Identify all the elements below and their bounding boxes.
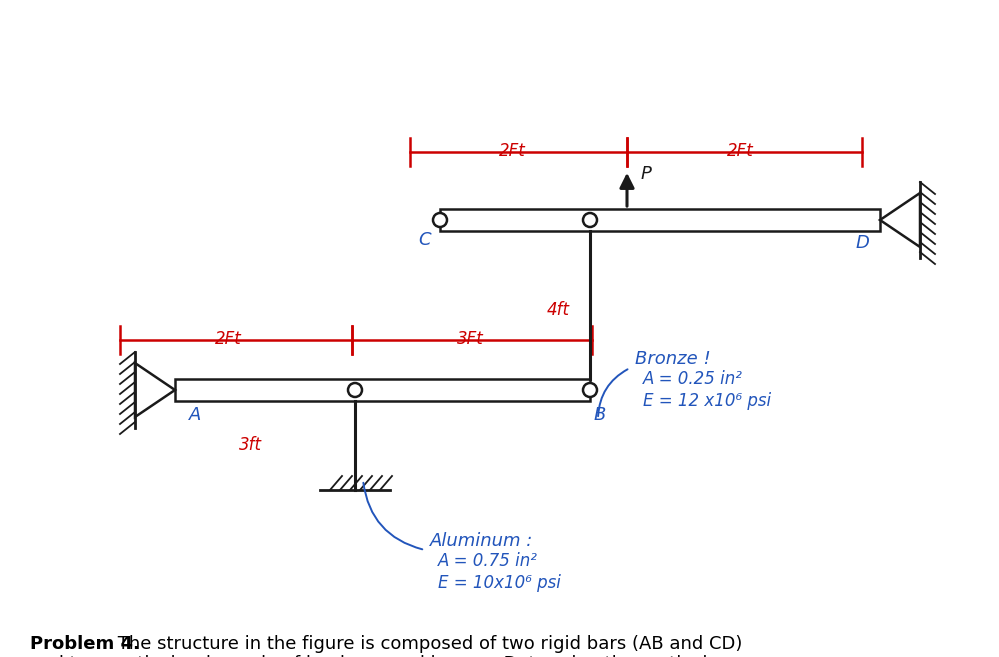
Text: 3Ft: 3Ft — [457, 330, 484, 348]
Polygon shape — [880, 193, 920, 247]
Text: 2Ft: 2Ft — [726, 142, 753, 160]
FancyArrowPatch shape — [364, 483, 423, 549]
Text: 2Ft: 2Ft — [215, 330, 242, 348]
Text: Bronze !: Bronze ! — [635, 350, 710, 368]
Text: D: D — [855, 234, 869, 252]
Text: E = 10x10⁶ psi: E = 10x10⁶ psi — [438, 574, 560, 592]
Text: The structure in the figure is composed of two rigid bars (AB and CD): The structure in the figure is composed … — [112, 635, 742, 653]
Text: A = 0.75 in²: A = 0.75 in² — [438, 552, 537, 570]
Text: and two vertical rods made of luminum and bronze. Determine the vertical: and two vertical rods made of luminum an… — [30, 655, 707, 657]
Text: Problem 4.: Problem 4. — [30, 635, 140, 653]
Circle shape — [583, 213, 597, 227]
Circle shape — [583, 383, 597, 397]
Text: E = 12 x10⁶ psi: E = 12 x10⁶ psi — [643, 392, 771, 410]
Bar — [440, 209, 880, 231]
Polygon shape — [135, 363, 175, 417]
Text: C: C — [419, 231, 432, 249]
Text: A = 0.25 in²: A = 0.25 in² — [643, 370, 743, 388]
Circle shape — [433, 213, 447, 227]
Bar — [175, 379, 590, 401]
Text: 3ft: 3ft — [239, 436, 262, 454]
Circle shape — [348, 383, 362, 397]
Text: B: B — [593, 406, 606, 424]
FancyArrowPatch shape — [598, 369, 627, 417]
Text: P: P — [641, 165, 652, 183]
Text: A: A — [189, 406, 201, 424]
Text: Aluminum :: Aluminum : — [430, 532, 533, 550]
Text: 2Ft: 2Ft — [499, 142, 525, 160]
Text: 4ft: 4ft — [546, 301, 569, 319]
